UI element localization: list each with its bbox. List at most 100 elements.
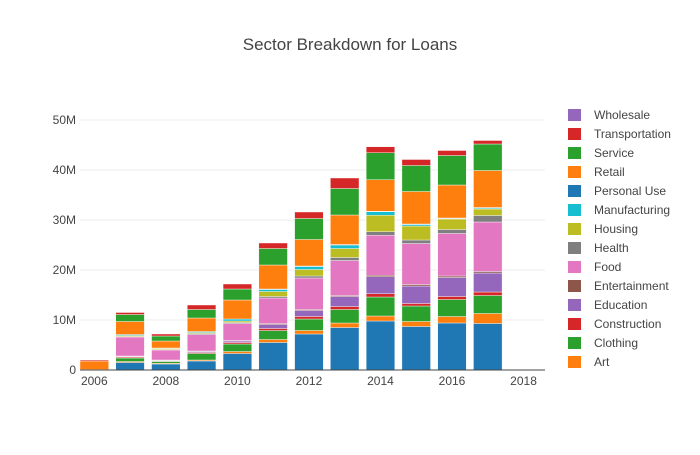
bar-segment[interactable] (437, 229, 467, 234)
bar-segment[interactable] (294, 316, 324, 320)
bar-segment[interactable] (365, 235, 395, 276)
bar-segment[interactable] (330, 306, 360, 310)
bar-segment[interactable] (401, 321, 431, 327)
bar-segment[interactable] (401, 243, 431, 285)
bar-segment[interactable] (473, 291, 503, 296)
bar-segment[interactable] (330, 327, 360, 371)
bar-segment[interactable] (330, 177, 360, 189)
bar-segment[interactable] (79, 359, 109, 362)
bar-segment[interactable] (401, 285, 431, 304)
bar-segment[interactable] (401, 225, 431, 241)
legend-item[interactable]: Retail (568, 165, 625, 179)
bar-segment[interactable] (294, 211, 324, 219)
bar-segment[interactable] (473, 313, 503, 324)
bar-segment[interactable] (437, 322, 467, 371)
legend-item[interactable]: Personal Use (568, 184, 666, 198)
bar-segment[interactable] (365, 152, 395, 180)
bar-segment[interactable] (330, 188, 360, 216)
bar-segment[interactable] (115, 312, 145, 315)
bar-segment[interactable] (222, 320, 252, 323)
bar-segment[interactable] (115, 357, 145, 362)
legend-item[interactable]: Wholesale (568, 108, 650, 122)
bar-segment[interactable] (115, 314, 145, 322)
bar-segment[interactable] (151, 340, 181, 349)
bar-segment[interactable] (115, 362, 145, 371)
bar-segment[interactable] (294, 330, 324, 335)
bar-segment[interactable] (294, 277, 324, 310)
bar-segment[interactable] (437, 150, 467, 156)
bar-segment[interactable] (258, 324, 288, 329)
bar-segment[interactable] (222, 353, 252, 371)
bar-segment[interactable] (330, 322, 360, 328)
legend-item[interactable]: Health (568, 241, 629, 255)
bar-segment[interactable] (222, 288, 252, 301)
bar-segment[interactable] (330, 248, 360, 258)
bar-segment[interactable] (401, 159, 431, 166)
bar-segment[interactable] (437, 296, 467, 300)
legend-item[interactable]: Construction (568, 317, 661, 331)
bar-segment[interactable] (437, 316, 467, 324)
bar-segment[interactable] (222, 343, 252, 352)
bar-segment[interactable] (258, 289, 288, 292)
bar-segment[interactable] (151, 363, 181, 371)
legend-item[interactable]: Art (568, 355, 610, 369)
bar-segment[interactable] (187, 304, 217, 310)
bar-segment[interactable] (437, 184, 467, 219)
bar-segment[interactable] (187, 317, 217, 332)
bar-segment[interactable] (294, 266, 324, 270)
bar-segment[interactable] (258, 342, 288, 371)
bar-segment[interactable] (401, 224, 431, 227)
bar-segment[interactable] (258, 291, 288, 297)
bar-segment[interactable] (437, 275, 467, 278)
bar-segment[interactable] (187, 360, 217, 371)
bar-segment[interactable] (294, 269, 324, 277)
legend-item[interactable]: Education (568, 298, 647, 312)
bar-segment[interactable] (258, 248, 288, 266)
bar-segment[interactable] (473, 295, 503, 314)
bar-segment[interactable] (365, 146, 395, 153)
bar-segment[interactable] (330, 309, 360, 324)
legend-item[interactable]: Transportation (568, 127, 671, 141)
bar-segment[interactable] (473, 271, 503, 274)
bar-segment[interactable] (401, 165, 431, 192)
bar-segment[interactable] (473, 143, 503, 171)
bar-segment[interactable] (365, 211, 395, 216)
legend-item[interactable]: Clothing (568, 336, 638, 350)
bar-segment[interactable] (401, 305, 431, 322)
bar-segment[interactable] (330, 214, 360, 245)
bar-segment[interactable] (294, 310, 324, 317)
bar-segment[interactable] (294, 218, 324, 240)
bar-segment[interactable] (473, 170, 503, 208)
legend-item[interactable]: Housing (568, 222, 638, 236)
bar-segment[interactable] (330, 257, 360, 261)
bar-segment[interactable] (401, 284, 431, 287)
bar-segment[interactable] (258, 242, 288, 249)
bar-segment[interactable] (330, 296, 360, 307)
bar-segment[interactable] (365, 276, 395, 294)
bar-segment[interactable] (365, 215, 395, 232)
bar-segment[interactable] (473, 208, 503, 216)
bar-segment[interactable] (401, 326, 431, 371)
bar-segment[interactable] (365, 320, 395, 371)
bar-segment[interactable] (294, 275, 324, 279)
bar-segment[interactable] (258, 339, 288, 343)
bar-segment[interactable] (222, 323, 252, 341)
legend-item[interactable]: Manufacturing (568, 203, 670, 217)
bar-segment[interactable] (222, 342, 252, 345)
bar-segment[interactable] (258, 330, 288, 340)
bar-segment[interactable] (330, 260, 360, 296)
legend-item[interactable]: Food (568, 260, 621, 274)
bar-segment[interactable] (365, 293, 395, 298)
bar-segment[interactable] (365, 231, 395, 236)
bar-segment[interactable] (365, 179, 395, 212)
bar-segment[interactable] (151, 333, 181, 337)
bar-segment[interactable] (222, 299, 252, 320)
bar-segment[interactable] (437, 277, 467, 297)
legend-item[interactable]: Service (568, 146, 634, 160)
bar-segment[interactable] (365, 296, 395, 317)
bar-segment[interactable] (473, 221, 503, 272)
bar-segment[interactable] (222, 340, 252, 343)
bar-segment[interactable] (473, 323, 503, 371)
bar-segment[interactable] (258, 264, 288, 290)
bar-segment[interactable] (187, 353, 217, 361)
